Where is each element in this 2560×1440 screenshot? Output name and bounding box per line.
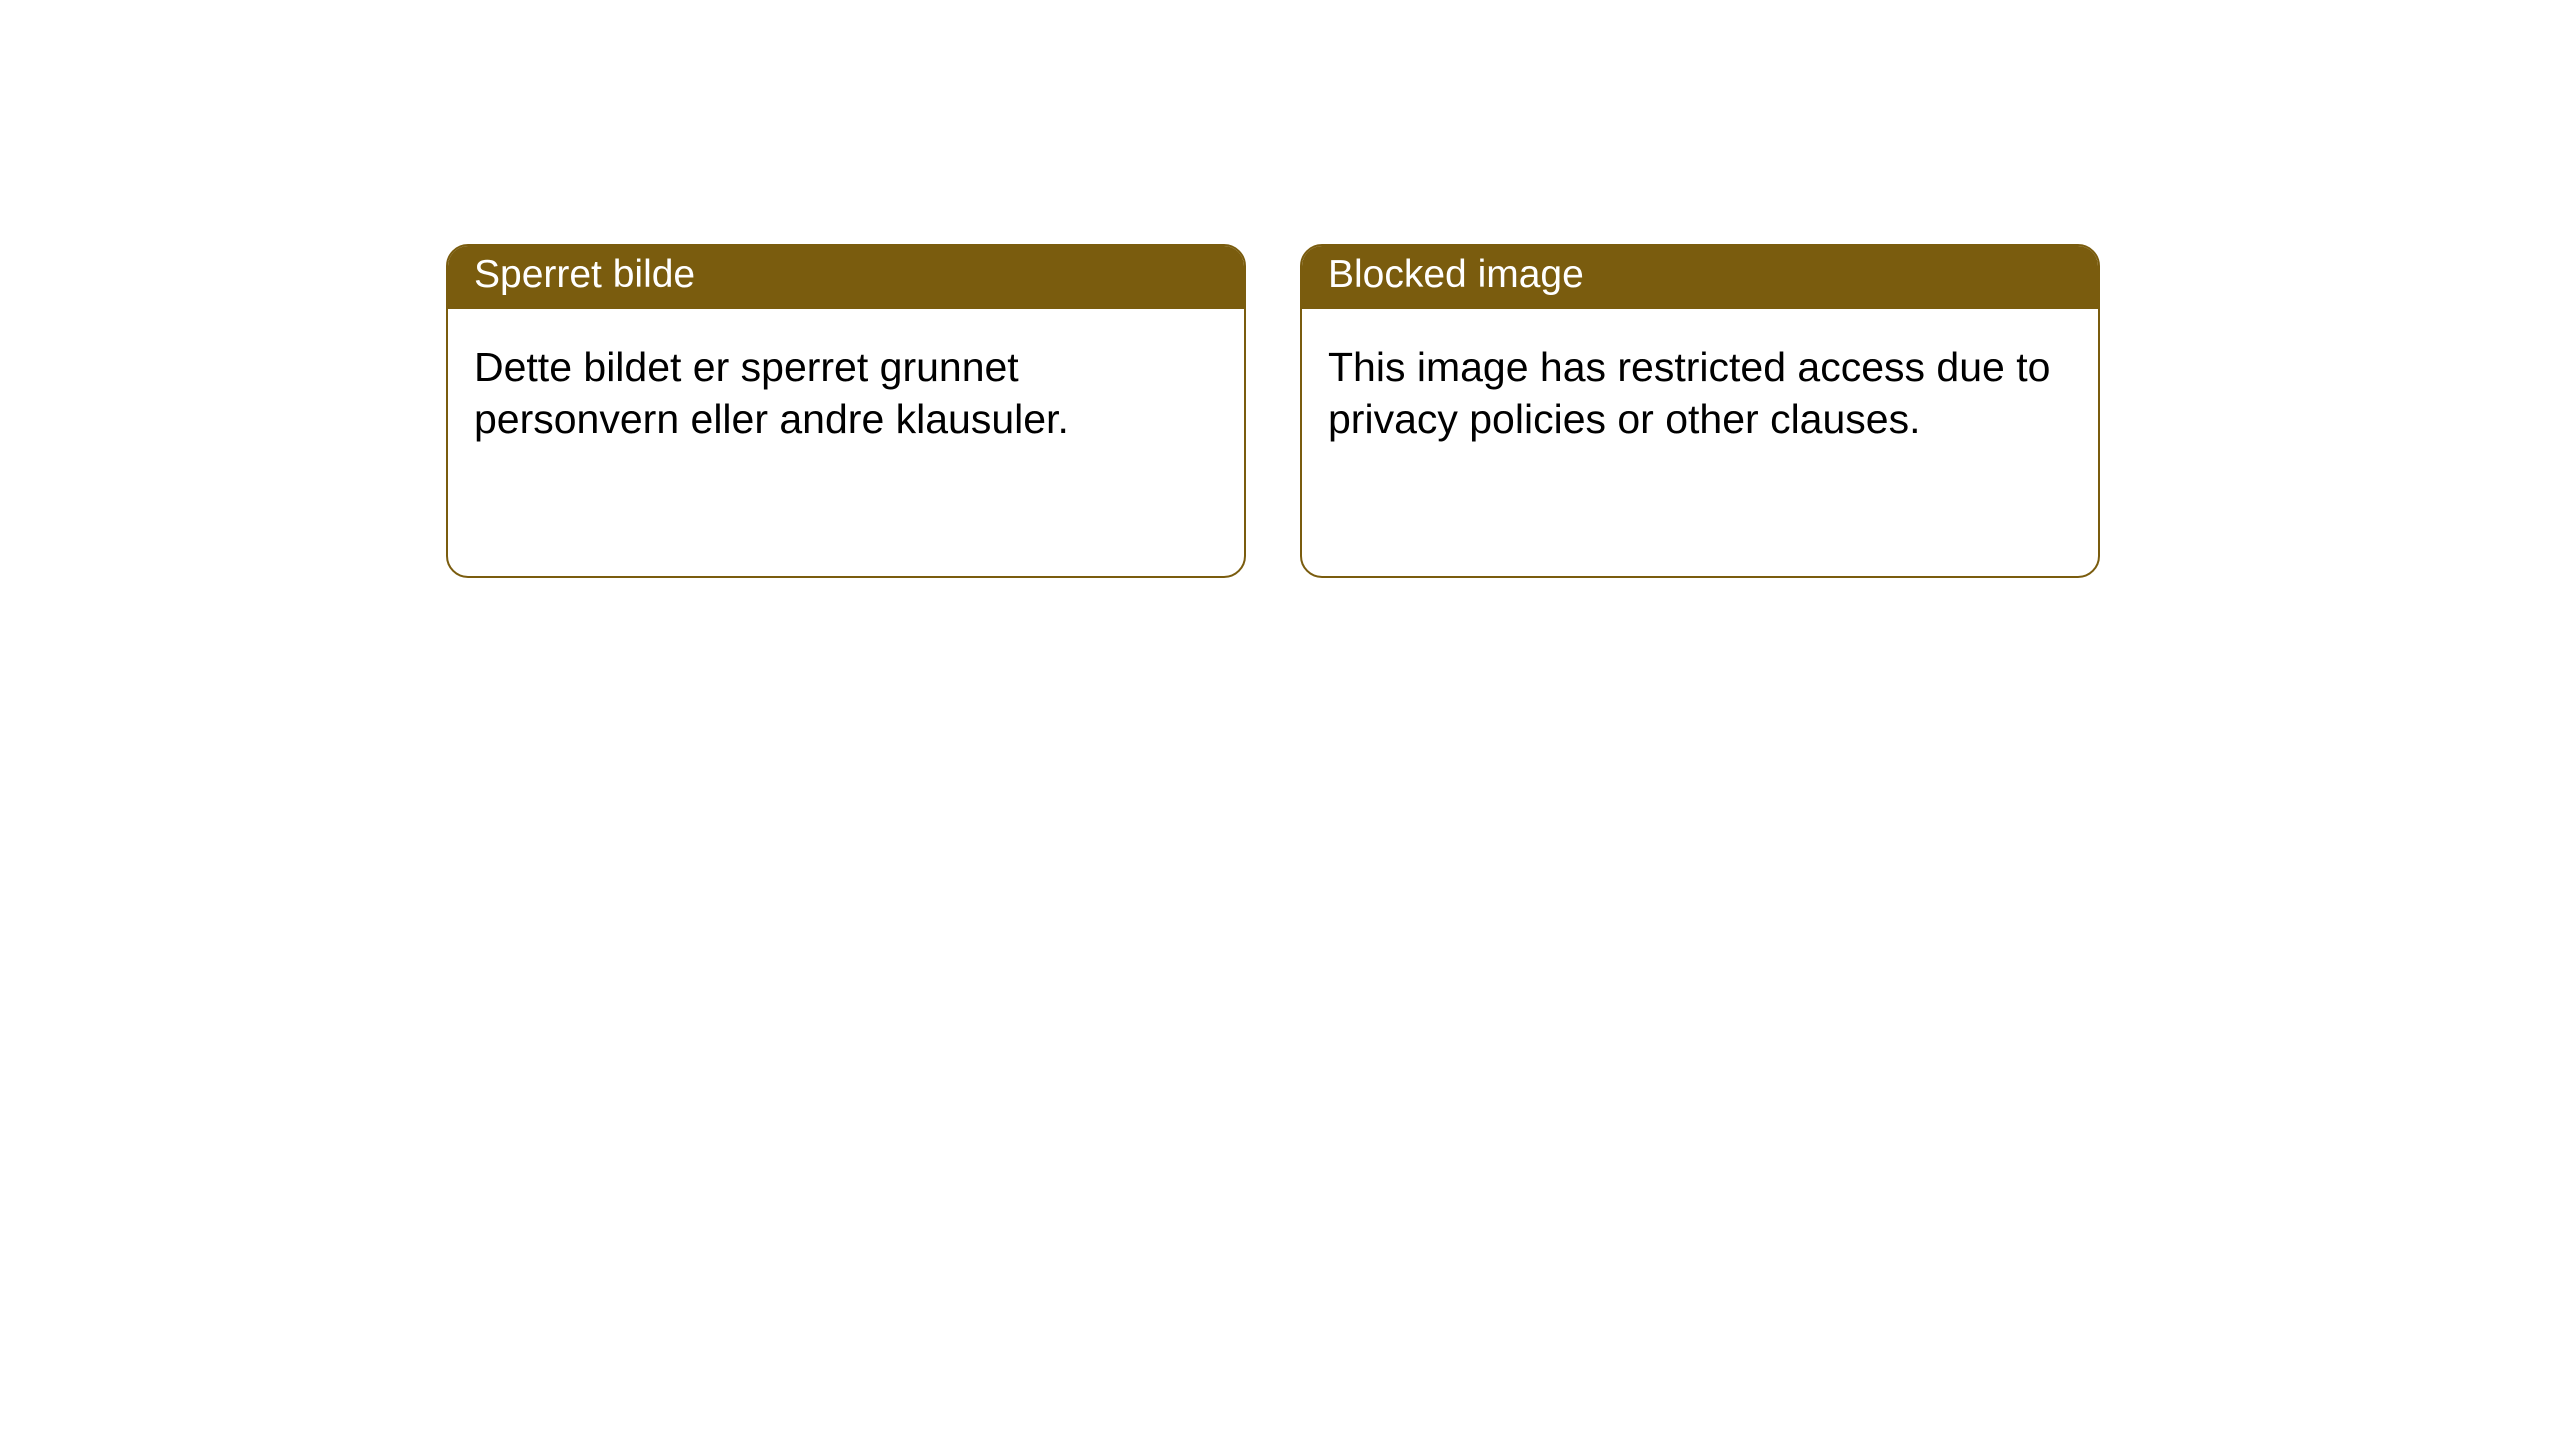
notice-title: Blocked image — [1302, 246, 2098, 309]
notice-body: Dette bildet er sperret grunnet personve… — [448, 309, 1244, 478]
notice-container: Sperret bilde Dette bildet er sperret gr… — [446, 244, 2100, 578]
notice-body: This image has restricted access due to … — [1302, 309, 2098, 478]
notice-card-english: Blocked image This image has restricted … — [1300, 244, 2100, 578]
notice-card-norwegian: Sperret bilde Dette bildet er sperret gr… — [446, 244, 1246, 578]
notice-title: Sperret bilde — [448, 246, 1244, 309]
